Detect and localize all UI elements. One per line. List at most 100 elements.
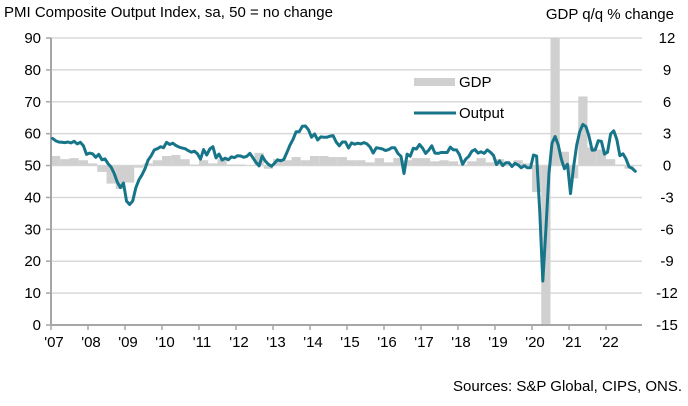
x-tick-label: '14 [303, 334, 323, 351]
right-tick-label: 6 [663, 94, 671, 111]
gdp-bar [171, 154, 181, 166]
right-tick-label: -12 [656, 285, 678, 302]
right-tick-label: 9 [663, 62, 671, 79]
legend-gdp-label: GDP [459, 74, 492, 91]
gdp-bar [180, 159, 190, 166]
output-line [51, 122, 637, 283]
gdp-bar [384, 162, 394, 166]
left-tick-label: 70 [24, 94, 41, 111]
gdp-bar [78, 160, 88, 166]
gdp-bar [485, 162, 495, 166]
gdp-bar [88, 163, 98, 166]
gdp-bar [152, 160, 162, 166]
left-tick-label: 20 [24, 253, 41, 270]
gdp-bar [273, 159, 283, 166]
gdp-bar [199, 160, 209, 166]
gdp-bar [347, 160, 357, 166]
gdp-bar [115, 165, 125, 189]
right-axis-title: GDP q/q % change [545, 6, 674, 23]
gdp-bar [430, 161, 440, 166]
left-tick-label: 40 [24, 189, 41, 206]
gdp-bar [522, 163, 532, 166]
gdp-bar [236, 164, 246, 166]
gdp-bar [550, 38, 560, 166]
x-tick-label: '16 [377, 334, 397, 351]
gdp-bar [596, 149, 606, 166]
output-line-group [51, 122, 637, 283]
legend: GDP Output [414, 74, 505, 122]
gdp-bar [97, 165, 107, 172]
right-tick-label: 0 [663, 158, 671, 175]
source-note: Sources: S&P Global, CIPS, ONS. [453, 378, 682, 395]
left-axis-ticks: 0 10 20 30 40 50 60 70 80 90 [24, 30, 51, 334]
left-tick-label: 30 [24, 221, 41, 238]
gdp-bar [291, 157, 301, 166]
right-tick-label: -3 [660, 189, 673, 206]
gdp-bar [337, 157, 347, 166]
gdp-bar [226, 164, 236, 166]
gdp-bar [282, 160, 292, 166]
x-tick-label: '12 [229, 334, 249, 351]
x-tick-label: '21 [562, 334, 582, 351]
left-tick-label: 60 [24, 126, 41, 143]
right-tick-label: -15 [656, 317, 678, 334]
gdp-bar [143, 163, 153, 166]
right-tick-label: -6 [660, 221, 673, 238]
x-axis-ticks: '07 '08 '09 '10 '11 '12 '13 '14 '15 '16 '17 '18 '19 '… [44, 325, 619, 351]
gdp-bar [60, 159, 70, 166]
gdp-bar [319, 155, 329, 166]
gdp-bar [125, 165, 135, 183]
left-tick-label: 10 [24, 285, 41, 302]
gdp-bar [69, 158, 79, 166]
gdp-bar [513, 160, 523, 166]
left-axis-title: PMI Composite Output Index, sa, 50 = no … [4, 4, 333, 21]
gdp-bar [263, 165, 273, 169]
x-tick-label: '08 [81, 334, 101, 351]
left-tick-label: 90 [24, 30, 41, 47]
gdp-bar [254, 152, 264, 166]
right-tick-label: -9 [660, 253, 673, 270]
gdp-bar [606, 159, 616, 166]
gdp-bar [300, 160, 310, 166]
x-tick-label: '07 [44, 334, 64, 351]
gdp-bar [393, 158, 403, 166]
left-tick-label: 50 [24, 158, 41, 175]
right-tick-label: 3 [663, 126, 671, 143]
gdp-bar [439, 160, 449, 166]
x-tick-label: '10 [155, 334, 175, 351]
gdp-bar [217, 159, 227, 166]
gdp-bar [587, 147, 597, 166]
legend-gdp-swatch [414, 78, 455, 86]
x-tick-label: '19 [488, 334, 508, 351]
gdp-bar [51, 155, 61, 166]
gdp-bar [421, 158, 431, 166]
gdp-bar [374, 158, 384, 166]
gdp-bar [448, 161, 458, 166]
x-tick-label: '18 [451, 334, 471, 351]
x-tick-label: '22 [599, 334, 619, 351]
gdp-bar [365, 162, 375, 166]
gdp-bar [106, 165, 116, 184]
legend-output-label: Output [459, 105, 505, 122]
gdp-bar [411, 158, 421, 166]
gdp-bar [476, 158, 486, 166]
gdp-bar [356, 160, 366, 166]
gdp-bar [578, 96, 588, 166]
left-tick-label: 80 [24, 62, 41, 79]
gdp-bar [328, 157, 338, 166]
x-tick-label: '09 [118, 334, 138, 351]
right-tick-label: 12 [659, 30, 676, 47]
right-axis-ticks: -15 -12 -9 -6 -3 0 3 6 9 12 [656, 30, 678, 334]
x-tick-label: '15 [340, 334, 360, 351]
gdp-bar [615, 164, 625, 166]
x-tick-label: '11 [193, 334, 211, 351]
gdp-bar [134, 165, 144, 168]
gdp-bar [467, 161, 477, 166]
gdp-bar [208, 163, 218, 166]
gdp-bar [559, 151, 569, 166]
gdp-bar [310, 155, 320, 166]
gdp-bar [162, 155, 172, 166]
x-tick-label: '20 [525, 334, 545, 351]
left-tick-label: 0 [33, 317, 41, 334]
